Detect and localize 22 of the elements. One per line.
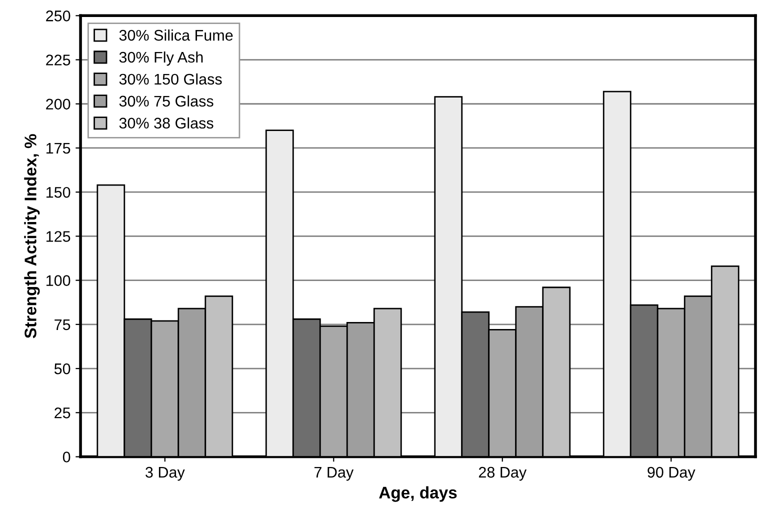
legend-label: 30% Fly Ash <box>119 51 203 66</box>
x-tick-label: 28 Day <box>478 466 527 481</box>
y-tick-label: 225 <box>46 54 70 66</box>
y-tick-label: 50 <box>54 363 70 374</box>
y-tick-label: 25 <box>54 408 70 418</box>
y-axis-title: Strength Activity Index, % <box>24 134 40 338</box>
y-tick-label: 200 <box>46 98 70 110</box>
y-tick-label: 150 <box>46 186 70 198</box>
y-tick-label: 125 <box>46 231 70 242</box>
y-tick-label: 0 <box>62 452 70 462</box>
y-tick-label: 250 <box>46 10 70 22</box>
x-tick-label: 3 Day <box>146 466 185 481</box>
x-tick-label: 7 Day <box>314 467 354 481</box>
y-tick-label: 175 <box>46 143 70 154</box>
legend-label: 30% 150 Glass <box>119 73 222 85</box>
legend-label: 30% Silica Fume <box>119 29 233 41</box>
y-tick-label: 75 <box>54 319 70 330</box>
legend-label: 30% 38 Glass <box>119 117 214 129</box>
legend-label: 30% 75 Glass <box>119 95 214 107</box>
x-tick-label: 90 Day <box>648 466 696 481</box>
x-axis-title: Age, days <box>379 486 457 502</box>
y-tick-label: 100 <box>46 275 70 286</box>
